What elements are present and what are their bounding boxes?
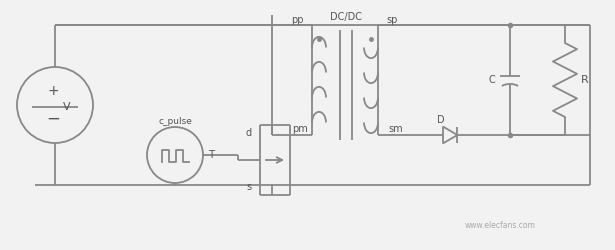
- Text: www.elecfans.com: www.elecfans.com: [464, 220, 536, 230]
- Text: T: T: [208, 150, 214, 160]
- Text: −: −: [46, 110, 60, 128]
- Text: sm: sm: [388, 124, 403, 134]
- Text: pm: pm: [292, 124, 308, 134]
- Text: c_pulse: c_pulse: [158, 116, 192, 126]
- Text: D: D: [437, 115, 445, 125]
- Text: sp: sp: [386, 15, 397, 25]
- Text: +: +: [47, 84, 59, 98]
- Text: pp: pp: [292, 15, 304, 25]
- Text: DC/DC: DC/DC: [330, 12, 362, 22]
- Text: V: V: [63, 102, 71, 112]
- Text: d: d: [246, 128, 252, 138]
- Text: C: C: [489, 75, 495, 85]
- Text: s: s: [247, 182, 252, 192]
- Text: R: R: [581, 75, 589, 85]
